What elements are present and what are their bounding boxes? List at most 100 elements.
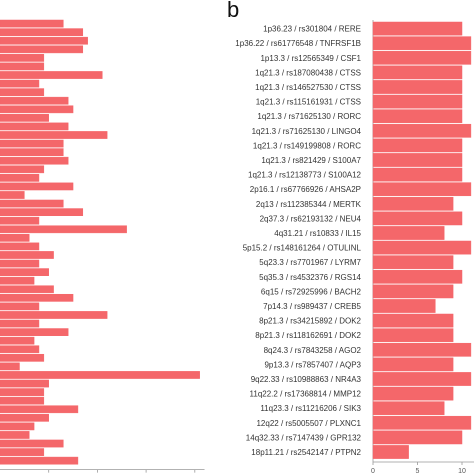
- panel-a-bar: [0, 19, 64, 28]
- panel-b-category-label: 1q21.3 / rs71625130 / RORC: [257, 112, 361, 121]
- panel-a-bar: [0, 456, 79, 465]
- panel-b-category-label: 2q37.3 / rs62193132 / NEU4: [260, 214, 362, 223]
- panel-b-category-label: 14q32.33 / rs7147439 / GPR132: [246, 433, 362, 442]
- panel-b-bar: [372, 284, 454, 299]
- panel-b-category-label: 5q35.3 / rs4532376 / RGS14: [259, 273, 361, 282]
- panel-b-x-tick-label: 10: [458, 468, 466, 474]
- panel-b-category-label: 1q21.3 / rs115161931 / CTSS: [256, 98, 361, 107]
- panel-a-bar: [0, 45, 84, 54]
- panel-b-category-label: 1p36.23 / rs301804 / RERE: [263, 25, 361, 34]
- panel-b-bar: [372, 138, 463, 153]
- panel-a-bar: [0, 259, 40, 268]
- panel-a-bar: [0, 208, 84, 216]
- panel-b-bar: [372, 65, 463, 80]
- panel-a-bar: [0, 405, 79, 414]
- panel-b-bar: [372, 255, 454, 270]
- panel-a-bar: [0, 79, 40, 88]
- panel-b-bar: [372, 299, 436, 313]
- panel-b-category-label: 1p13.3 / rs12565349 / CSF1: [260, 54, 361, 63]
- panel-b-category-label: 2q13 / rs112385344 / MERTK: [256, 200, 362, 209]
- panel-a-bar: [0, 268, 49, 276]
- panel-b-bar: [372, 196, 454, 211]
- panel-b-bar: [372, 94, 463, 109]
- panel-b-category-label: 5q23.3 / rs7701967 / LYRM7: [259, 258, 361, 267]
- panel-b-category-label: 1q21.3 / rs149199808 / RORC: [253, 141, 361, 150]
- panel-b-bar: [372, 342, 472, 357]
- panel-a-bar: [0, 388, 45, 396]
- panel-b-bar: [372, 123, 472, 138]
- panel-a-bar: [0, 225, 127, 234]
- panel-a-bar: [0, 165, 45, 174]
- panel-b-category-label: 1q21.3 / rs146527530 / CTSS: [255, 83, 361, 92]
- panel-b-letter: b: [227, 0, 240, 22]
- panel-b-x-tick-label: 0: [371, 468, 375, 474]
- panel-b-bar: [372, 269, 463, 284]
- panel-b-category-label: 8q24.3 / rs7843258 / AGO2: [264, 346, 362, 355]
- panel-b-category-label: 12q22 / rs5005507 / PLXNC1: [256, 419, 361, 428]
- panel-a-bar: [0, 114, 49, 122]
- panel-a-bar: [0, 396, 45, 405]
- panel-a-bar: [0, 293, 74, 302]
- panel-a-bar: [0, 96, 69, 105]
- panel-a-bar: [0, 28, 84, 37]
- panel-b-bar: [372, 21, 463, 36]
- panel-a-bar: [0, 71, 103, 79]
- panel-b-category-label: 11q23.3 / rs11216206 / SIK3: [260, 404, 361, 413]
- panel-a-bar: [0, 199, 64, 208]
- panel-b-bar: [372, 109, 463, 124]
- panel-b-category-label: 1p36.22 / rs61776548 / TNFRSF1B: [235, 39, 361, 48]
- panel-b-bar: [372, 415, 472, 430]
- panel-b-bar: [372, 226, 445, 240]
- panel-a-bar: [0, 362, 20, 371]
- panel-b-bar: [372, 386, 454, 401]
- panel-b-category-label: 8p21.3 / rs118162691 / DOK2: [255, 331, 361, 340]
- panel-a-bar: [0, 371, 200, 379]
- panel-b-bar: [372, 430, 463, 445]
- panel-b-bar: [372, 153, 463, 167]
- panel-b-category-label: 18p11.21 / rs2542147 / PTPN2: [251, 448, 361, 457]
- panel-b-category-label: 7p14.3 / rs989437 / CREB5: [263, 302, 361, 311]
- panel-b-bar: [372, 401, 445, 416]
- panel-a-bar: [0, 122, 69, 131]
- panel-b-bar: [372, 372, 472, 386]
- panel-a-bar: [0, 62, 45, 71]
- panel-b-category-label: 6q15 / rs72925996 / BACH2: [261, 287, 362, 296]
- panel-b-bar: [372, 328, 454, 343]
- panel-b-category-label: 9p13.3 / rs7857407 / AQP3: [264, 360, 361, 369]
- panel-a-bar: [0, 353, 45, 362]
- panel-a-bar: [0, 251, 54, 259]
- panel-a-bar: [0, 422, 35, 431]
- panel-b-category-label: 1q21.3 / rs71625130 / LINGO4: [252, 127, 362, 136]
- panel-a-bar: [0, 285, 54, 294]
- panel-a-bar: [0, 234, 30, 242]
- panel-b-bar: [372, 313, 454, 328]
- panel-b-x-tick-label: 5: [416, 468, 420, 474]
- panel-b-category-label: 1q21.3 / rs821429 / S100A7: [261, 156, 361, 165]
- panel-a-bar: [0, 156, 69, 165]
- panel-a-bar: [0, 439, 64, 448]
- panel-b-bar: [372, 36, 472, 51]
- panel-a-bar: [0, 148, 64, 157]
- panel-a-bar: [0, 328, 69, 336]
- panel-a-bar: [0, 413, 49, 422]
- panel-a-bar: [0, 182, 74, 191]
- panel-a-bar: [0, 54, 45, 62]
- panel-b-category-label: 9q22.33 / rs10988863 / NR4A3: [251, 375, 362, 384]
- panel-b-bar: [372, 445, 409, 459]
- panel-a-bar: [0, 36, 88, 45]
- panel-b-bar: [372, 167, 463, 182]
- panel-a-bar: [0, 276, 35, 285]
- panel-b-category-label: 1q21.3 / rs187080438 / CTSS: [255, 68, 361, 77]
- panel-a-bar: [0, 174, 40, 182]
- panel-a-bar: [0, 302, 40, 311]
- panel-b-bar: [372, 50, 472, 65]
- panel-a-bar: [0, 379, 49, 388]
- panel-a-bar: [0, 88, 45, 97]
- panel-a-bar: [0, 105, 74, 114]
- panel-b-category-label: 8p21.3 / rs34215892 / DOK2: [259, 317, 361, 326]
- panel-a-bar: [0, 131, 108, 139]
- panel-b-category-label: 11q22.2 / rs17368814 / MMP12: [250, 390, 362, 399]
- panel-a-bar: [0, 242, 40, 251]
- panel-b-bar: [372, 182, 472, 197]
